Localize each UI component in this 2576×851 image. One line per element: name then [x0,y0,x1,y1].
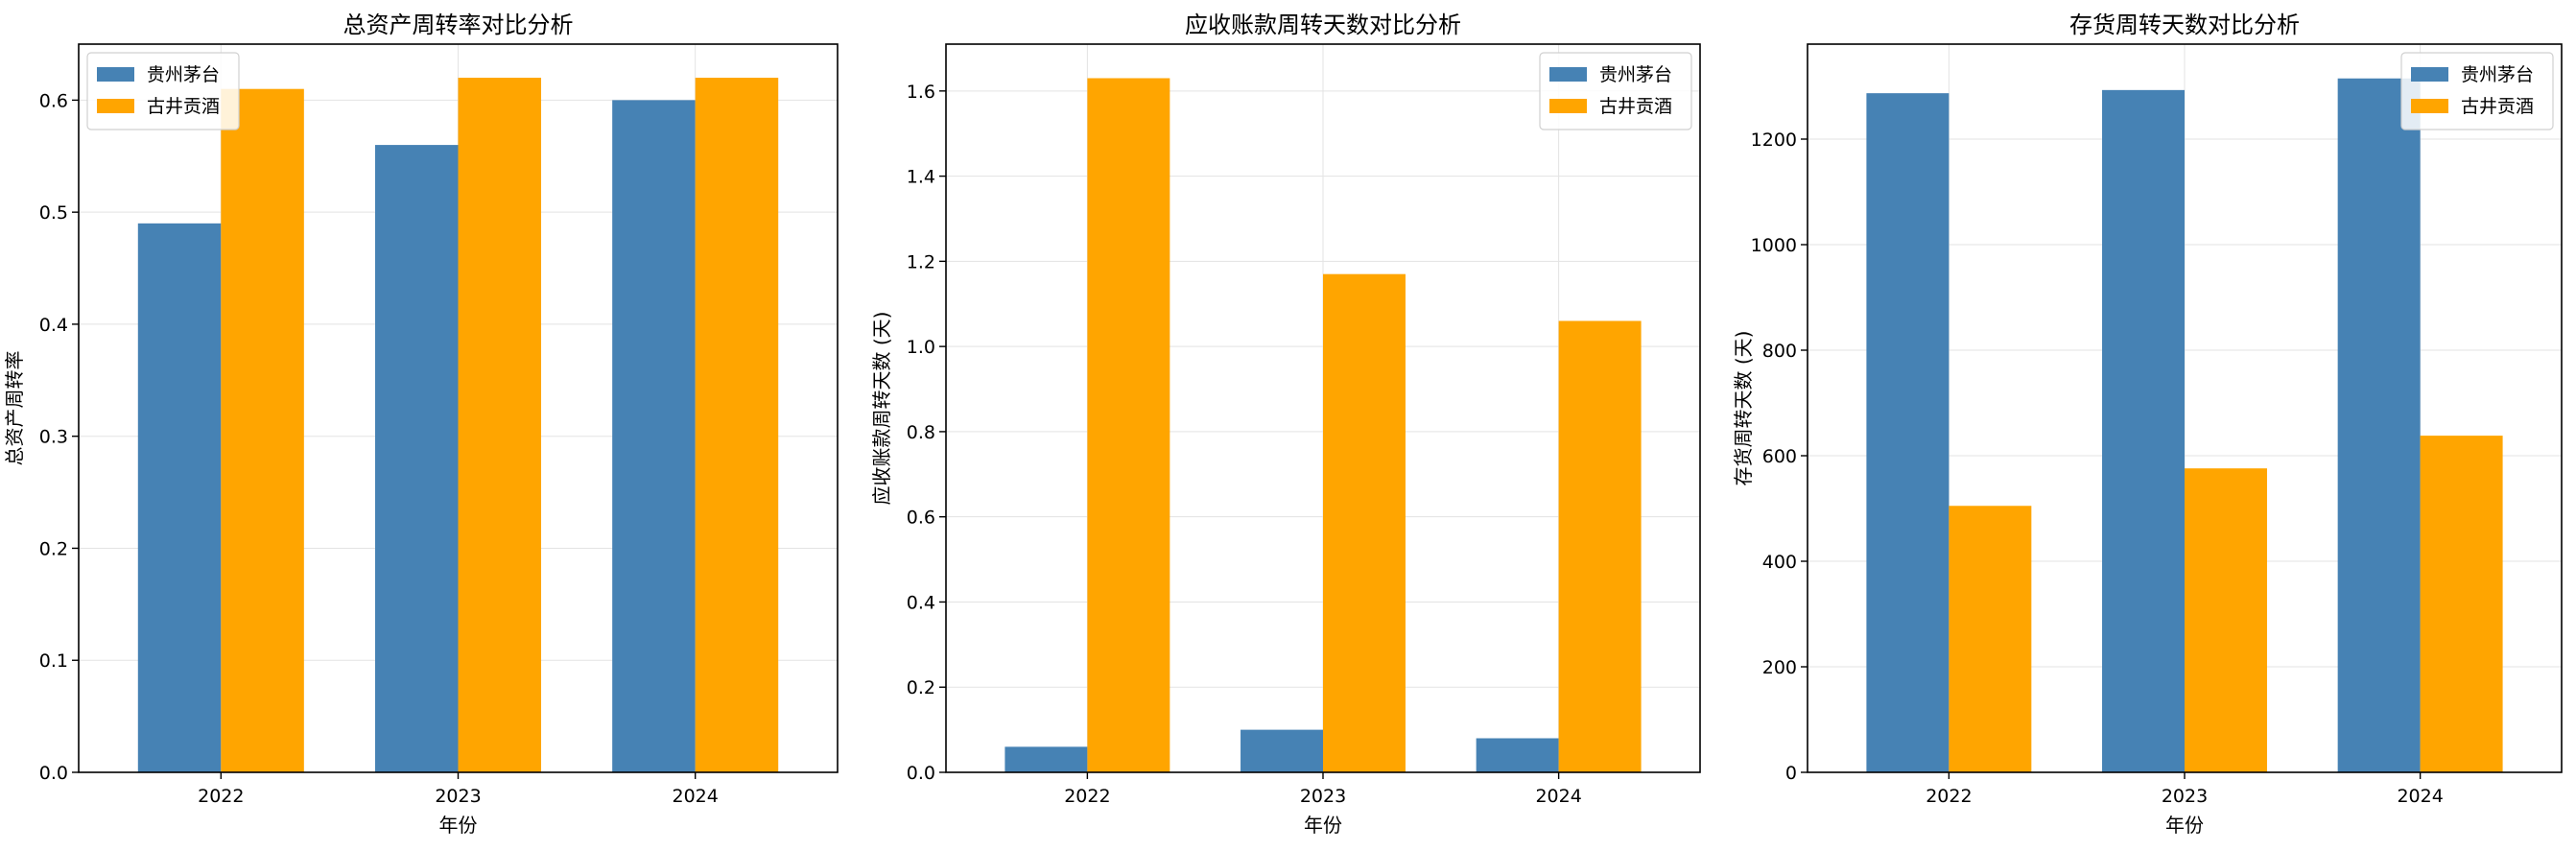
y-tick-label: 0.2 [39,538,68,559]
chart-title: 总资产周转率对比分析 [343,12,574,38]
y-tick-label: 0.6 [907,508,935,529]
y-axis-label: 总资产周转率 [3,351,26,466]
y-tick-label: 1000 [1751,235,1797,256]
x-axis-label: 年份 [439,814,478,837]
x-tick-label: 2022 [198,786,244,807]
legend-label: 贵州茅台 [2461,64,2534,85]
chart-panel: 0.0 0.2 0.4 0.6 0.8 1.0 1.2 1.4 1.6 2022 2023 2024 应… [870,12,1701,837]
bar [2337,78,2421,772]
y-tick-label: 1.4 [907,167,935,188]
legend-swatch [97,67,134,82]
x-tick-label: 2023 [435,786,481,807]
bar [1323,273,1406,772]
x-tick-label: 2023 [1300,786,1346,807]
bar [1004,746,1088,772]
y-tick-label: 0.6 [39,90,68,111]
bar [2420,436,2503,772]
bar [1866,93,1950,772]
legend-label: 古井贡酒 [1599,96,1672,117]
y-tick-label: 0.2 [907,677,935,698]
bar [1558,320,1642,772]
y-tick-label: 1200 [1751,130,1797,151]
y-tick-label: 0.3 [39,427,68,448]
y-tick-label: 0.4 [39,315,68,336]
bar [2102,89,2185,773]
y-tick-label: 0.0 [39,763,68,784]
chart-panel: 0 200 400 600 800 1000 1200 2022 2023 2024 存货周转天数对… [1732,12,2563,837]
bar [1476,738,1559,772]
x-axis-label: 年份 [2165,814,2204,837]
y-tick-label: 0.1 [39,650,68,672]
y-tick-label: 0.8 [907,422,935,443]
legend-swatch [2411,99,2448,113]
y-tick-label: 1.2 [907,251,935,272]
bar [1087,78,1170,772]
legend-label: 古井贡酒 [2461,96,2534,117]
x-tick-label: 2022 [1064,786,1110,807]
bar [695,78,779,773]
legend-swatch [1549,67,1587,82]
bar [1949,506,2032,772]
legend-label: 贵州茅台 [1599,64,1672,85]
y-tick-label: 1.6 [907,82,935,103]
legend-label: 古井贡酒 [147,96,220,117]
bar [2185,468,2267,772]
bar [374,145,459,773]
x-tick-label: 2024 [1535,786,1581,807]
y-axis-label: 存货周转天数 (天) [1732,331,1755,486]
legend-swatch [97,99,134,113]
chart-panel: 0.0 0.1 0.2 0.3 0.4 0.5 0.6 2022 2023 2024 总资产周转率对… [3,12,839,837]
y-tick-label: 0.0 [907,763,935,784]
y-tick-label: 0.4 [907,592,935,613]
y-tick-label: 200 [1762,657,1797,678]
x-tick-label: 2024 [2397,786,2443,807]
x-tick-label: 2023 [2162,786,2208,807]
x-tick-label: 2022 [1926,786,1972,807]
bar [458,78,542,773]
y-tick-label: 400 [1762,552,1797,573]
y-tick-label: 0 [1785,763,1797,784]
bar [137,223,222,773]
y-axis-label: 应收账款周转天数 (天) [870,312,893,506]
chart-title: 应收账款周转天数对比分析 [1185,12,1461,38]
x-axis-label: 年份 [1304,814,1342,837]
bar [612,100,696,772]
legend-swatch [2411,67,2448,82]
y-tick-label: 0.5 [39,202,68,224]
legend-swatch [1549,99,1587,113]
chart-title: 存货周转天数对比分析 [2069,12,2300,38]
y-tick-label: 800 [1762,341,1797,362]
bar [1241,729,1323,772]
y-tick-label: 600 [1762,446,1797,467]
y-tick-label: 1.0 [907,337,935,358]
bar [221,88,304,772]
x-tick-label: 2024 [673,786,719,807]
legend-label: 贵州茅台 [147,64,220,85]
